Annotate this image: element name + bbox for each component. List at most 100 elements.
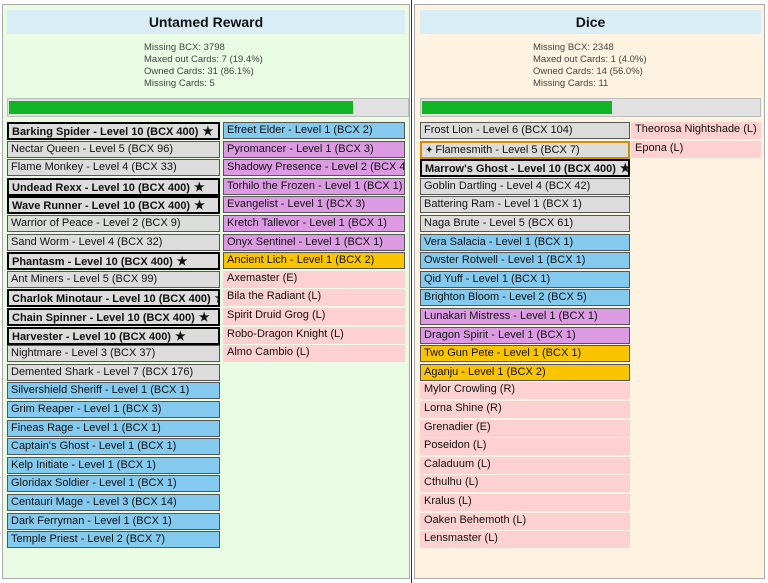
card-label: Owster Rotwell - Level 1 (BCX 1) [424, 254, 586, 267]
card-label: Phantasm - Level 10 (BCX 400) [12, 256, 173, 269]
card-label: Epona (L) [635, 141, 684, 154]
card-row: Phantasm - Level 10 (BCX 400) ★ [7, 252, 220, 271]
panel-title: Dice [420, 10, 761, 34]
card-row: Aganju - Level 1 (BCX 2) [420, 363, 630, 381]
maxed-out-cards: Maxed out Cards: 7 (19.4%) [144, 54, 263, 65]
card-row: Poseidon (L) [420, 438, 630, 456]
progress-fill [9, 101, 353, 114]
card-row: Captain's Ghost - Level 1 (BCX 1) [7, 438, 220, 456]
card-row: Lorna Shine (R) [420, 401, 630, 418]
card-row: Battering Ram - Level 1 (BCX 1) [420, 196, 630, 214]
card-row: Frost Lion - Level 6 (BCX 104) [420, 122, 630, 139]
card-label: Flamesmith - Level 5 (BCX 7) [435, 143, 580, 156]
card-label: Efreet Elder - Level 1 (BCX 2) [227, 124, 373, 136]
star-icon: ★ [202, 124, 214, 138]
card-row: Flame Monkey - Level 4 (BCX 33) [7, 159, 220, 177]
missing-bcx: Missing BCX: 2348 [533, 42, 614, 53]
card-label: Dragon Spirit - Level 1 (BCX 1) [424, 328, 576, 341]
panel-dice: Dice Missing BCX: 2348 Maxed out Cards: … [414, 4, 765, 579]
panel-stats: Missing BCX: 2348 Maxed out Cards: 1 (4.… [533, 42, 647, 90]
card-row: Dragon Spirit - Level 1 (BCX 1) [420, 326, 630, 344]
card-row: Theorosa Nightshade (L) [631, 122, 761, 139]
card-row: Qid Yuff - Level 1 (BCX 1) [420, 270, 630, 288]
progress-bar [420, 98, 761, 117]
card-row: Lunakari Mistress - Level 1 (BCX 1) [420, 308, 630, 325]
card-label: Chain Spinner - Level 10 (BCX 400) [12, 312, 195, 324]
card-row: Cthulhu (L) [420, 475, 630, 493]
card-row: Barking Spider - Level 10 (BCX 400) ★ [7, 122, 220, 140]
card-label: Oaken Behemoth (L) [424, 513, 527, 526]
card-label: Warrior of Peace - Level 2 (BCX 9) [11, 217, 181, 229]
card-label: Captain's Ghost - Level 1 (BCX 1) [11, 440, 177, 453]
card-row: Demented Shark - Level 7 (BCX 176) [7, 363, 220, 381]
card-row: Spirit Druid Grog (L) [223, 308, 405, 325]
card-label: Pyromancer - Level 1 (BCX 3) [227, 142, 374, 155]
card-label: Spirit Druid Grog (L) [227, 309, 326, 321]
card-label: Demented Shark - Level 7 (BCX 176) [11, 365, 194, 378]
sparkle-icon: ✦ [425, 144, 434, 156]
star-icon: ★ [215, 291, 218, 305]
card-row: Grim Reaper - Level 1 (BCX 3) [7, 401, 220, 418]
card-label: Onyx Sentinel - Level 1 (BCX 1) [227, 235, 383, 248]
card-label: Centauri Mage - Level 3 (BCX 14) [11, 496, 177, 508]
card-row: Kretch Tallevor - Level 1 (BCX 1) [223, 215, 405, 232]
card-row: Nectar Queen - Level 5 (BCX 96) [7, 140, 220, 158]
card-row: Caladuum (L) [420, 456, 630, 474]
panel-title: Untamed Reward [7, 10, 405, 34]
progress-bar [7, 98, 409, 117]
card-row: Kelp Initiate - Level 1 (BCX 1) [7, 456, 220, 474]
card-row: Naga Brute - Level 5 (BCX 61) [420, 215, 630, 232]
card-row: Nightmare - Level 3 (BCX 37) [7, 345, 220, 363]
card-row: Axemaster (E) [223, 270, 405, 288]
card-row: Almo Cambio (L) [223, 345, 405, 363]
card-label: Goblin Dartling - Level 4 (BCX 42) [424, 179, 591, 192]
card-label: Two Gun Pete - Level 1 (BCX 1) [424, 347, 582, 360]
card-label: Vera Salacia - Level 1 (BCX 1) [424, 235, 574, 248]
missing-cards: Missing Cards: 11 [533, 78, 609, 89]
card-row: Vera Salacia - Level 1 (BCX 1) [420, 233, 630, 251]
card-label: Torhilo the Frozen - Level 1 (BCX 1) [227, 179, 403, 192]
card-label: Grim Reaper - Level 1 (BCX 3) [11, 403, 162, 415]
card-label: Grenadier (E) [424, 420, 491, 433]
card-label: Cthulhu (L) [424, 476, 479, 489]
card-label: Theorosa Nightshade (L) [635, 123, 757, 135]
card-row: Dark Ferryman - Level 1 (BCX 1) [7, 512, 220, 530]
panel-stats: Missing BCX: 3798 Maxed out Cards: 7 (19… [144, 42, 263, 90]
card-row: Efreet Elder - Level 1 (BCX 2) [223, 122, 405, 139]
card-label: Almo Cambio (L) [227, 346, 310, 359]
card-row: Marrow's Ghost - Level 10 (BCX 400) ★ [420, 159, 630, 178]
card-label: Flame Monkey - Level 4 (BCX 33) [11, 161, 177, 174]
card-row: Gloridax Soldier - Level 1 (BCX 1) [7, 475, 220, 493]
card-row: Bila the Radiant (L) [223, 289, 405, 307]
card-label: Charlok Minotaur - Level 10 (BCX 400) [12, 293, 211, 306]
card-row: Owster Rotwell - Level 1 (BCX 1) [420, 252, 630, 270]
card-label: Shadowy Presence - Level 2 (BCX 4) [227, 161, 405, 174]
card-label: Robo-Dragon Knight (L) [227, 327, 344, 340]
card-label: Nightmare - Level 3 (BCX 37) [11, 347, 156, 360]
card-label: Bila the Radiant (L) [227, 290, 322, 303]
card-row: Brighton Bloom - Level 2 (BCX 5) [420, 289, 630, 307]
card-row: Fineas Rage - Level 1 (BCX 1) [7, 419, 220, 437]
card-row: Robo-Dragon Knight (L) [223, 326, 405, 344]
panel-untamed-reward: Untamed Reward Missing BCX: 3798 Maxed o… [2, 4, 410, 579]
card-label: Caladuum (L) [424, 457, 491, 470]
card-row: Pyromancer - Level 1 (BCX 3) [223, 140, 405, 158]
card-row: Two Gun Pete - Level 1 (BCX 1) [420, 345, 630, 363]
card-label: Kelp Initiate - Level 1 (BCX 1) [11, 458, 156, 471]
card-label: Lorna Shine (R) [424, 402, 502, 414]
star-icon: ★ [174, 328, 186, 343]
card-row: Onyx Sentinel - Level 1 (BCX 1) [223, 233, 405, 251]
card-row: Lensmaster (L) [420, 531, 630, 549]
card-label: Naga Brute - Level 5 (BCX 61) [424, 217, 574, 229]
card-label: Battering Ram - Level 1 (BCX 1) [424, 198, 582, 211]
card-label: Dark Ferryman - Level 1 (BCX 1) [11, 514, 172, 527]
card-label: Kretch Tallevor - Level 1 (BCX 1) [227, 217, 387, 229]
card-label: Ancient Lich - Level 1 (BCX 2) [227, 254, 375, 267]
card-label: Poseidon (L) [424, 439, 487, 452]
card-row: ✦ Flamesmith - Level 5 (BCX 7) [420, 140, 630, 159]
card-row: Wave Runner - Level 10 (BCX 400) ★ [7, 196, 220, 215]
card-row: Goblin Dartling - Level 4 (BCX 42) [420, 177, 630, 195]
card-row: Grenadier (E) [420, 419, 630, 437]
card-label: Fineas Rage - Level 1 (BCX 1) [11, 421, 161, 434]
card-row: Sand Worm - Level 4 (BCX 32) [7, 233, 220, 251]
